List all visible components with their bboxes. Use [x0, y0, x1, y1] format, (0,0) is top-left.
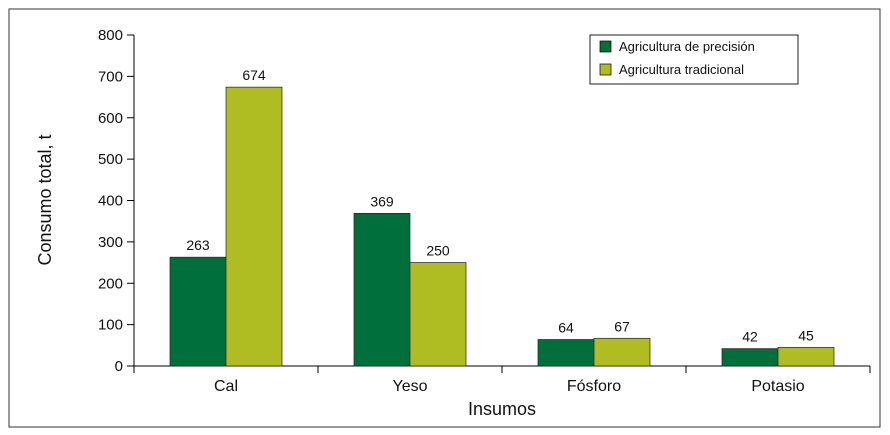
y-axis-title: Consumo total, t [35, 134, 55, 265]
bar-value-label: 67 [614, 318, 630, 334]
bar-value-label: 64 [558, 320, 574, 336]
bar-value-label: 263 [186, 237, 210, 253]
y-tick-label: 100 [98, 317, 123, 334]
bar-precision [721, 348, 779, 367]
bar-precision [537, 339, 595, 367]
bar-traditional [225, 86, 283, 367]
y-tick-label: 0 [115, 358, 123, 375]
bar-traditional [777, 347, 835, 367]
legend-label-traditional: Agricultura tradicional [619, 62, 744, 77]
x-category-label: Yeso [393, 378, 428, 395]
legend-swatch-precision [599, 40, 612, 53]
bar-value-label: 42 [742, 329, 758, 345]
legend-label-precision: Agricultura de precisión [619, 39, 755, 54]
x-category-label: Potasio [751, 378, 804, 395]
x-category-label: Cal [214, 378, 238, 395]
y-tick-label: 500 [98, 151, 123, 168]
x-category-label: Fósforo [567, 378, 621, 395]
legend: Agricultura de precisión Agricultura tra… [589, 34, 799, 85]
y-tick-label: 300 [98, 234, 123, 251]
legend-swatch-traditional [599, 63, 612, 76]
plot-area: 0 100 200 300 400 500 600 700 800 263 674 Cal 369 250… [98, 27, 871, 395]
x-axis-title: Insumos [468, 399, 536, 419]
legend-box [589, 34, 799, 85]
bar-precision [353, 212, 411, 367]
bar-value-label: 45 [798, 327, 814, 343]
bar-traditional [593, 337, 651, 367]
bar-value-label: 674 [242, 67, 266, 83]
bar-precision [169, 256, 227, 367]
y-tick-label: 400 [98, 193, 123, 210]
bar-value-label: 250 [426, 243, 450, 259]
bar-traditional [409, 262, 467, 367]
y-tick-label: 600 [98, 110, 123, 127]
y-tick-label: 800 [98, 27, 123, 44]
y-tick-label: 200 [98, 275, 123, 292]
bar-value-label: 369 [370, 193, 394, 209]
y-tick-label: 700 [98, 68, 123, 85]
